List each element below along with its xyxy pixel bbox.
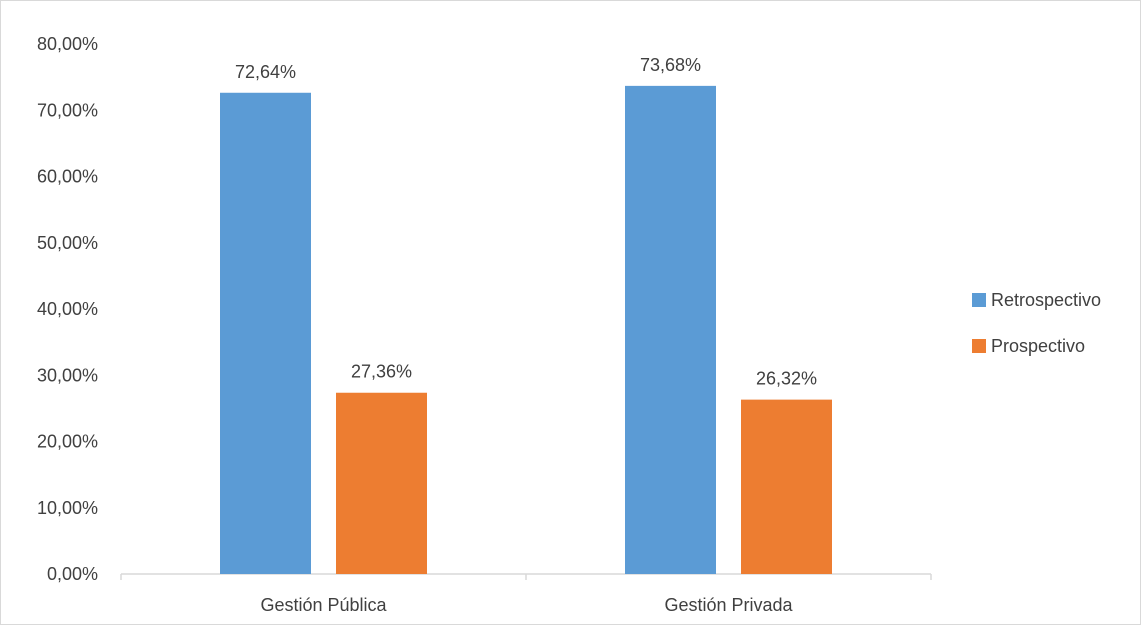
- data-label: 72,64%: [235, 62, 296, 82]
- y-tick-label: 30,00%: [37, 365, 98, 385]
- legend: Retrospectivo Prospectivo: [972, 290, 1101, 356]
- y-tick-label: 70,00%: [37, 100, 98, 120]
- bar-prospectivo-1: [741, 399, 832, 574]
- y-tick-label: 10,00%: [37, 498, 98, 518]
- y-axis-tick-labels: 0,00% 10,00% 20,00% 30,00% 40,00% 50,00% 60,00…: [37, 34, 98, 584]
- data-label: 27,36%: [351, 362, 412, 382]
- y-tick-label: 0,00%: [47, 564, 98, 584]
- category-label: Gestión Privada: [664, 595, 793, 615]
- y-tick-label: 50,00%: [37, 233, 98, 253]
- legend-label-prospectivo: Prospectivo: [991, 336, 1085, 356]
- data-label: 26,32%: [756, 369, 817, 389]
- bar-retrospectivo-0: [220, 92, 311, 574]
- bars-group: [220, 85, 832, 575]
- category-label: Gestión Pública: [260, 595, 387, 615]
- y-tick-label: 20,00%: [37, 432, 98, 452]
- category-labels-group: Gestión Pública Gestión Privada: [260, 595, 793, 615]
- bar-retrospectivo-1: [625, 85, 716, 575]
- y-tick-label: 80,00%: [37, 34, 98, 54]
- x-axis-ticks: [120, 574, 932, 580]
- legend-label-retrospectivo: Retrospectivo: [991, 290, 1101, 310]
- bar-prospectivo-0: [336, 392, 427, 574]
- legend-swatch-retrospectivo: [972, 293, 986, 307]
- y-tick-label: 60,00%: [37, 167, 98, 187]
- data-labels-group: 72,64% 27,36% 73,68% 26,32%: [235, 55, 817, 389]
- data-label: 73,68%: [640, 55, 701, 75]
- legend-swatch-prospectivo: [972, 339, 986, 353]
- y-tick-label: 40,00%: [37, 299, 98, 319]
